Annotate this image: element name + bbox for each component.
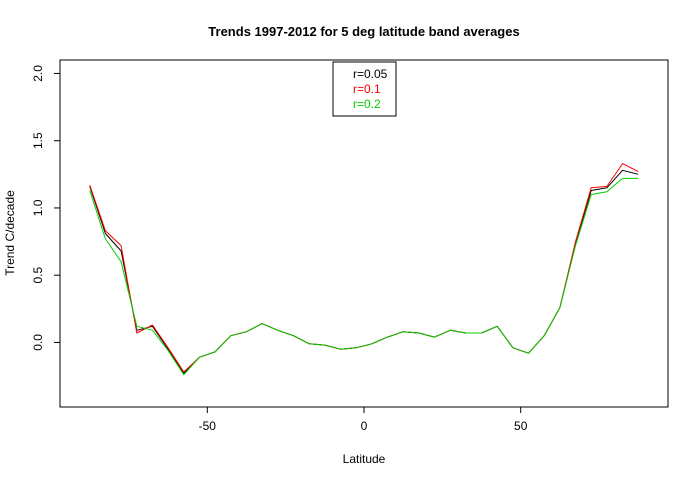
x-axis: -50 0 50 <box>199 407 528 433</box>
x-tick-label: 50 <box>514 419 528 433</box>
x-tick-label: -50 <box>199 419 217 433</box>
y-axis: 0.0 0.5 1.0 1.5 2.0 <box>31 65 60 351</box>
x-tick-label: 0 <box>361 419 368 433</box>
series-line-r-0-05 <box>89 169 639 374</box>
legend-entry: r=0.2 <box>353 97 381 111</box>
y-tick-label: 1.5 <box>31 132 45 149</box>
chart-title: Trends 1997-2012 for 5 deg latitude band… <box>208 24 519 39</box>
y-axis-label: Trend C/decade <box>3 190 17 276</box>
legend-box <box>332 61 397 117</box>
y-tick-label: 0.0 <box>31 334 45 351</box>
legend-entry: r=0.1 <box>353 82 381 96</box>
y-tick-label: 0.5 <box>31 267 45 284</box>
y-tick-label: 1.0 <box>31 199 45 216</box>
series-group <box>89 163 639 376</box>
legend: r=0.05r=0.1r=0.2 <box>332 61 397 117</box>
series-line-r-0-2 <box>89 177 639 376</box>
legend-entry: r=0.05 <box>353 67 388 81</box>
x-axis-label: Latitude <box>343 452 386 466</box>
series-line-r-0-1 <box>89 163 639 373</box>
y-tick-label: 2.0 <box>31 65 45 82</box>
